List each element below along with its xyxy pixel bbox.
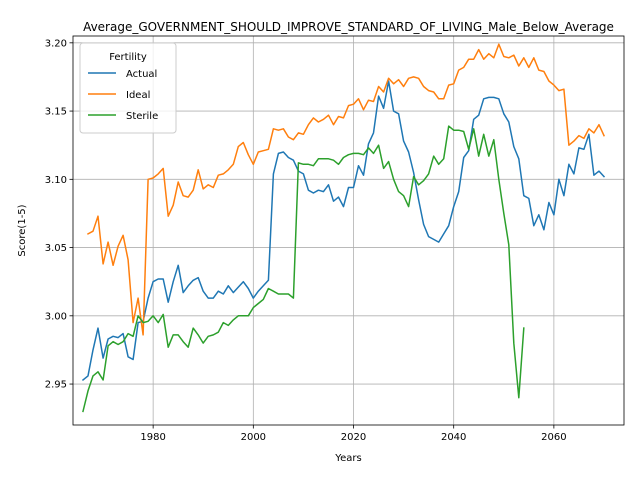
legend-label-sterile: Sterile <box>126 111 158 122</box>
y-tick-label: 3.10 <box>45 175 67 186</box>
x-tick-label: 2020 <box>341 432 366 443</box>
series-line-ideal <box>86 43 605 336</box>
series-line-actual <box>81 80 606 382</box>
plot-frame <box>72 35 625 426</box>
y-tick-label: 3.20 <box>45 38 67 49</box>
series-line-sterile <box>82 125 525 413</box>
legend-items: Actual Ideal Sterile <box>88 69 158 122</box>
legend: Fertility Actual Ideal Sterile <box>79 42 177 134</box>
legend-title: Fertility <box>109 52 147 63</box>
y-tick-label: 3.00 <box>45 311 67 322</box>
y-tick-label: 3.05 <box>45 243 67 254</box>
series-group <box>81 43 606 413</box>
x-axis-label: Years <box>334 453 361 464</box>
x-tick-label: 2000 <box>241 432 266 443</box>
chart-title: Average_GOVERNMENT_SHOULD_IMPROVE_STANDA… <box>83 20 614 34</box>
x-tick-label: 2060 <box>541 432 566 443</box>
x-tick-label: 1980 <box>140 432 165 443</box>
legend-label-ideal: Ideal <box>126 90 150 101</box>
legend-label-actual: Actual <box>126 69 157 80</box>
y-tick-label: 3.15 <box>45 107 67 118</box>
legend-box <box>79 42 177 134</box>
y-axis-label: Score(1-5) <box>17 204 28 256</box>
y-tick-label: 2.95 <box>45 380 67 391</box>
x-tick-label: 2040 <box>441 432 466 443</box>
axis-ticks: 1980 2000 2020 2040 2060 2.95 3.00 3.05 3.10 3.15… <box>45 38 567 443</box>
